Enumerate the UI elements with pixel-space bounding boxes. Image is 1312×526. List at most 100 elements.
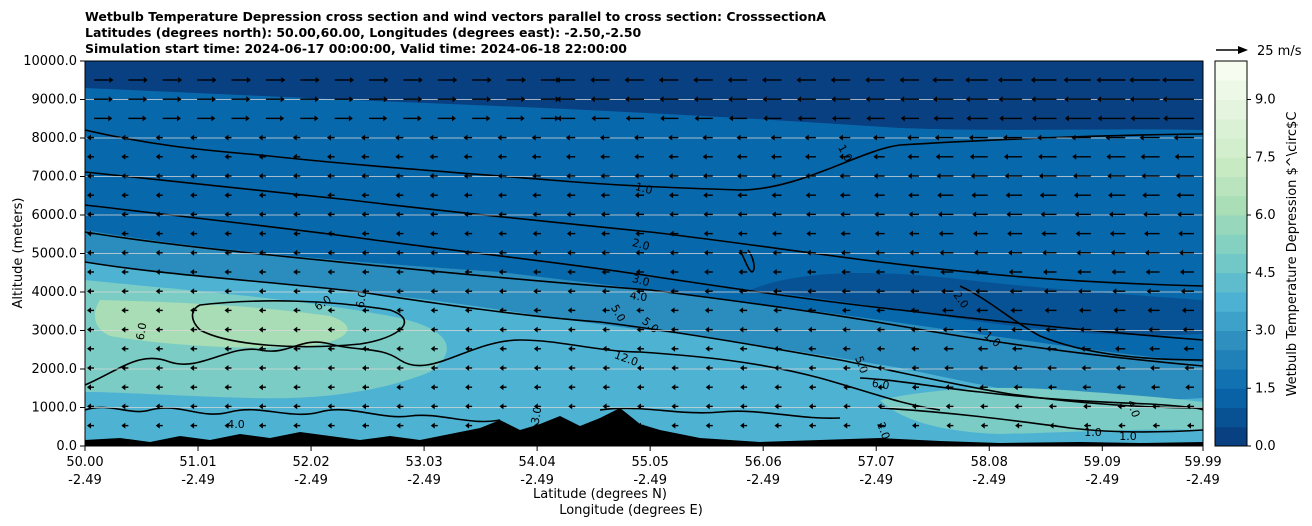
wind-vector-head [1040, 211, 1045, 218]
wind-vector-head [772, 230, 777, 237]
wind-vector-head [465, 384, 470, 391]
wind-vector-head [1007, 230, 1012, 237]
contour-label: 3.0 [631, 272, 651, 289]
wind-vector-head [736, 153, 741, 160]
wind-vector-head [293, 384, 298, 391]
wind-vector-head [258, 365, 263, 371]
wind-vector-head [532, 230, 537, 237]
contour-line-5 [85, 261, 1203, 409]
contour-line-10 [85, 406, 501, 423]
wind-vector-head [1031, 96, 1036, 103]
wind-vector-head [934, 134, 939, 141]
wind-vector-head [429, 192, 434, 199]
wind-vector-head [498, 192, 503, 199]
wind-vector-head [804, 134, 809, 141]
wind-vector-head [807, 307, 812, 314]
wind-vector-head [911, 365, 916, 371]
wind-vector-head [293, 345, 298, 352]
wind-vector-head [533, 307, 538, 314]
wind-vector-head [430, 403, 435, 410]
wind-vector-head [465, 345, 470, 352]
wind-vector-head [1030, 77, 1035, 83]
wind-vector-head [396, 384, 401, 391]
wind-vector-head [87, 288, 91, 295]
wind-vector-head [805, 173, 810, 179]
wind-vector-head [637, 384, 641, 391]
quiver-key-label: 25 m/s [1257, 44, 1302, 59]
wind-vector-head [874, 230, 879, 237]
wind-vector-head [430, 249, 435, 256]
wind-vector-head [1005, 192, 1010, 199]
wind-vector-head [938, 211, 943, 218]
x-axis-label-lat: Latitude (degrees N) [533, 487, 667, 502]
colorbar-segment [1215, 118, 1247, 139]
wind-vector-head [1004, 173, 1009, 179]
wind-vector-head [936, 173, 941, 179]
wind-vector-head [224, 326, 229, 333]
wind-vector-head [599, 134, 604, 141]
x-tick-label-lat: 58.08 [971, 455, 1008, 470]
wind-vector-head [771, 192, 776, 199]
wind-vector-head [909, 269, 914, 275]
colorbar-segment [1215, 61, 1247, 81]
wind-vector-head [705, 384, 710, 391]
wind-vector-head [258, 288, 263, 295]
wind-vector-head [1043, 269, 1048, 275]
wind-vector-head [568, 384, 573, 391]
wind-vector-head [943, 345, 948, 352]
wind-vector-head [912, 422, 916, 429]
wind-vector-head [808, 384, 813, 391]
wind-vector-head [1174, 153, 1179, 160]
wind-vector-head [865, 77, 870, 83]
wind-vector-head [762, 96, 767, 103]
wind-vector-head [601, 288, 606, 295]
wind-vector-head [315, 77, 320, 83]
wind-vector-head [910, 288, 915, 295]
wind-vector-head [155, 384, 160, 391]
wind-vector-head [670, 288, 675, 295]
wind-vector-head [770, 134, 775, 141]
wind-vector-head [464, 230, 469, 237]
wind-vector-head [1079, 326, 1084, 333]
wind-vector-head [908, 192, 913, 199]
wind-vector-head [738, 288, 743, 295]
wind-vector-head [704, 288, 709, 295]
y-tick-label: 1000.0 [32, 401, 78, 416]
wind-vector-head [396, 365, 401, 371]
wind-vector-head [865, 96, 870, 103]
wind-vector-head [876, 345, 881, 352]
wind-vector-head [486, 96, 491, 103]
wind-vector-head [211, 96, 216, 103]
wind-vector-head [327, 345, 332, 352]
wind-vector-head [703, 192, 708, 199]
wind-vector-head [671, 345, 676, 352]
wind-vector-head [1112, 288, 1117, 295]
wind-vector-head [430, 345, 435, 352]
wind-vector-head [499, 384, 504, 391]
colorbar-segment [1215, 426, 1247, 447]
wind-vector-head [600, 192, 605, 199]
wind-vector-head [452, 96, 457, 103]
wind-vector-head [87, 345, 91, 352]
wind-vector-head [601, 269, 606, 275]
wind-vector-head [258, 422, 263, 429]
wind-vector-head [224, 365, 229, 371]
wind-vector-head [258, 345, 263, 352]
wind-vector-head [224, 345, 229, 352]
wind-vector-head [843, 384, 848, 391]
wind-vector-head [1107, 173, 1112, 179]
wind-vector-head [292, 153, 297, 160]
wind-vector-head [797, 115, 802, 122]
wind-vector-head [1097, 96, 1102, 103]
wind-vector-head [1145, 269, 1150, 275]
wind-vector-head [937, 192, 942, 199]
wind-vector-head [1105, 134, 1110, 141]
wind-vector-head [635, 269, 640, 275]
wind-vector-head [327, 403, 332, 410]
wind-vector-head [900, 96, 905, 103]
wind-vector-head [705, 403, 710, 410]
wind-vector-head [1186, 403, 1191, 410]
wind-vector-head [1149, 345, 1154, 352]
wind-vector-head [281, 77, 286, 83]
plot-area: 1.01.02.03.04.05.05.06.0 6.06.02.01.05.04… [85, 61, 1203, 446]
